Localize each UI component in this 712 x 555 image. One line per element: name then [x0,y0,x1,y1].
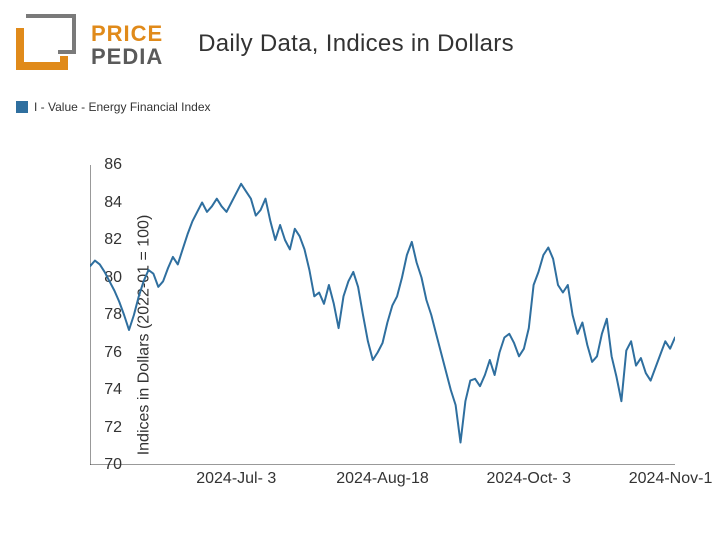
chart-title: Daily Data, Indices in Dollars [0,30,712,58]
x-tick-label: 2024-Aug-18 [336,470,429,488]
legend-swatch [16,101,28,113]
plot [90,165,675,465]
x-tick-label: 2024-Jul- 3 [196,470,276,488]
chart-area: Indices in Dollars (2022-01 = 100) 70727… [0,140,712,530]
series-line [90,184,675,443]
plot-svg [90,165,675,465]
legend: I - Value - Energy Financial Index [16,100,211,114]
legend-label: I - Value - Energy Financial Index [34,100,211,114]
x-tick-label: 2024-Nov-18 [629,470,712,488]
x-tick-label: 2024-Oct- 3 [487,470,571,488]
